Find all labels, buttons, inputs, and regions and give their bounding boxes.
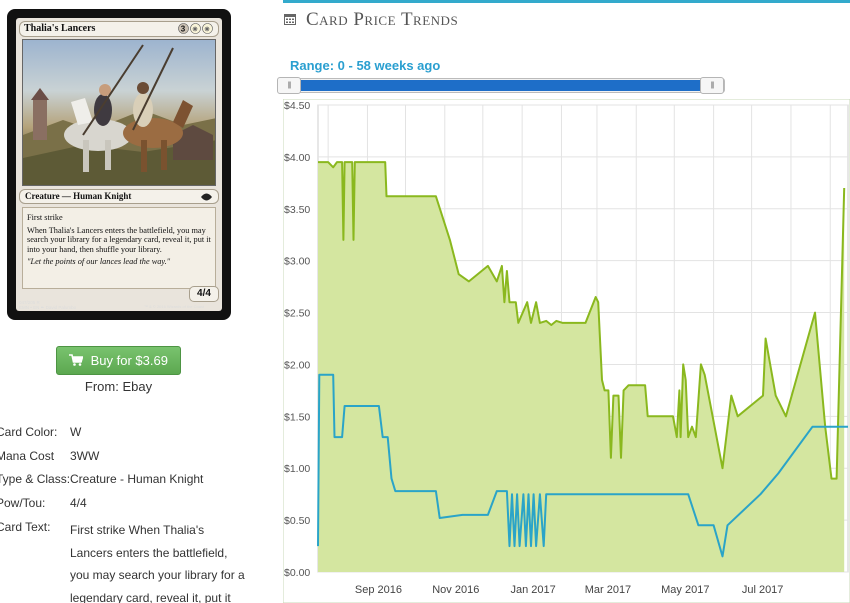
card-name: Thalia's Lancers — [24, 23, 96, 34]
card-rules-keyword: First strike — [27, 213, 63, 222]
x-tick-label: Jul 2017 — [742, 584, 784, 596]
detail-label: Pow/Tou: — [0, 496, 46, 510]
card-collector-info: 047/205 R EMN • EN ✒ David Palumbo — [19, 300, 76, 310]
y-tick-label: $3.50 — [284, 204, 310, 216]
price-trend-chart: $0.00 $0.50 $1.00 $1.50 $2.00 $2.50 $3.00 $3.50… — [282, 98, 850, 603]
detail-value: W — [70, 425, 82, 439]
card-type-line: Creature — Human Knight — [25, 191, 132, 201]
price-chart-svg: $0.00 $0.50 $1.00 $1.50 $2.00 $2.50 $3.00 $3.50… — [282, 98, 850, 603]
x-tick-label: Mar 2017 — [585, 584, 631, 596]
card-text-box: First strike When Thalia's Lancers enter… — [22, 207, 216, 289]
calendar-icon — [284, 14, 296, 25]
detail-value: 4/4 — [70, 496, 87, 510]
buy-button-label: Buy for $3.69 — [90, 353, 168, 368]
section-title-text: Card Price Trends — [306, 9, 459, 30]
x-tick-label: Nov 2016 — [432, 584, 479, 596]
card-art-illustration — [22, 39, 216, 186]
card-frame: Thalia's Lancers 3 ✷ ✷ — [16, 18, 222, 311]
detail-label: Mana Cost — [0, 449, 55, 463]
card-rules-text: When Thalia's Lancers enters the battlef… — [27, 225, 211, 254]
y-tick-label: $2.00 — [284, 359, 310, 371]
detail-label: Card Color: — [0, 425, 58, 439]
detail-label: Type & Class: — [0, 472, 71, 486]
card-flavor-text: "Let the points of our lances lead the w… — [27, 257, 171, 266]
svg-text:✷: ✷ — [204, 25, 211, 33]
detail-value: 3WW — [70, 449, 100, 463]
card-power-toughness: 4/4 — [189, 286, 219, 302]
series-1-line — [317, 373, 848, 558]
mana-symbols-icon: 3 ✷ ✷ — [178, 23, 213, 34]
series-0-line — [318, 161, 846, 480]
y-tick-label: $4.00 — [284, 152, 310, 164]
detail-card-text-value: First strike When Thalia's Lancers enter… — [70, 523, 245, 603]
svg-text:3: 3 — [181, 25, 186, 34]
x-tick-label: Jan 2017 — [511, 584, 556, 596]
detail-value: Creature - Human Knight — [70, 472, 204, 486]
range-label: Range: 0 - 58 weeks ago — [290, 58, 441, 73]
knights-illustration — [23, 44, 215, 185]
card-price-trends-heading: Card Price Trends — [284, 9, 458, 31]
y-tick-label: $0.00 — [284, 567, 310, 579]
detail-label: Card Text: — [0, 520, 51, 534]
range-slider[interactable]: ||| ||| — [277, 77, 725, 94]
y-tick-label: $1.50 — [284, 411, 310, 423]
range-slider-handle-max[interactable]: ||| — [700, 77, 724, 94]
buy-button[interactable]: Buy for $3.69 — [56, 346, 181, 375]
card-name-bar: Thalia's Lancers 3 ✷ ✷ — [19, 21, 219, 37]
set-symbol-icon — [201, 193, 212, 201]
y-tick-label: $4.50 — [284, 100, 310, 112]
card-collector-number: 047/205 R EMN • EN ✒ David Palumbo — [19, 300, 77, 310]
y-tick-label: $1.00 — [284, 463, 310, 475]
series-0-area — [318, 162, 845, 572]
range-slider-fill — [288, 80, 705, 91]
svg-text:✷: ✷ — [192, 25, 199, 33]
card-mana-cost: 3 ✷ ✷ — [178, 23, 214, 39]
x-tick-label: Sep 2016 — [355, 584, 402, 596]
seller-source: From: Ebay — [84, 379, 153, 394]
shopping-cart-icon — [69, 348, 84, 375]
range-slider-handle-min[interactable]: ||| — [277, 77, 301, 94]
y-tick-label: $2.50 — [284, 308, 310, 320]
y-tick-label: $3.00 — [284, 256, 310, 268]
y-tick-label: $0.50 — [284, 515, 310, 527]
section-divider — [283, 0, 850, 3]
card-image: Thalia's Lancers 3 ✷ ✷ — [7, 9, 231, 320]
card-type-bar: Creature — Human Knight — [19, 189, 219, 204]
card-copyright: ™ & © 2016 Wizards of the Coast — [144, 304, 205, 309]
x-tick-label: May 2017 — [661, 584, 709, 596]
